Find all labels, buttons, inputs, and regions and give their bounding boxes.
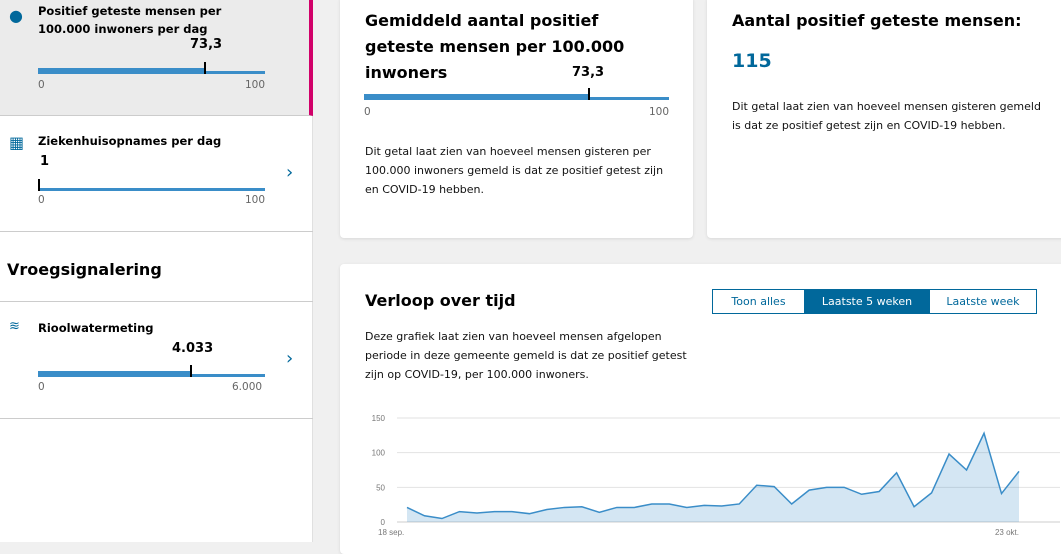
card-average: Gemiddeld aantal positief geteste mensen… — [340, 0, 693, 238]
item-title: Rioolwatermeting — [38, 319, 154, 337]
y-tick-label: 0 — [381, 518, 386, 527]
item-value: 73,3 — [190, 37, 222, 52]
person-test-icon: ● — [9, 6, 23, 25]
y-tick-label: 50 — [376, 483, 385, 492]
chart-card: Verloop over tijd Toon alles Laatste 5 w… — [340, 264, 1061, 554]
item-value: 4.033 — [172, 341, 213, 356]
x-tick-label: 18 sep. — [378, 528, 404, 537]
bar-min: 0 — [38, 381, 45, 393]
section-title: Vroegsignalering — [7, 260, 162, 279]
item-title: Positief geteste mensen per 100.000 inwo… — [38, 2, 258, 38]
y-tick-label: 100 — [372, 449, 386, 458]
bar-min: 0 — [364, 106, 371, 118]
sidebar-item-hospital[interactable]: ▦ Ziekenhuisopnames per dag 1 0 100 › — [0, 116, 313, 232]
card-title: Gemiddeld aantal positief geteste mensen… — [365, 8, 665, 86]
card-total: Aantal positief geteste mensen: 115 Dit … — [707, 0, 1061, 238]
bar-min: 0 — [38, 194, 45, 206]
bar-min: 0 — [38, 79, 45, 91]
tab-last-week[interactable]: Laatste week — [929, 290, 1036, 313]
x-tick-label: 23 okt. — [995, 528, 1019, 537]
card-value: 115 — [732, 50, 772, 72]
card-value: 73,3 — [572, 65, 604, 80]
area-fill — [407, 433, 1019, 522]
hospital-icon: ▦ — [9, 133, 24, 152]
bar-max: 100 — [649, 106, 669, 118]
y-tick-label: 150 — [372, 414, 386, 423]
item-value: 1 — [40, 154, 49, 169]
card-title: Aantal positief geteste mensen: — [732, 8, 1022, 34]
progress-bar — [38, 71, 265, 74]
progress-bar — [38, 374, 265, 377]
chevron-right-icon[interactable]: › — [286, 348, 293, 369]
bar-max: 100 — [245, 194, 265, 206]
item-title: Ziekenhuisopnames per dag — [38, 132, 221, 150]
sidebar-item-positive-tests[interactable]: ● Positief geteste mensen per 100.000 in… — [0, 0, 313, 116]
sidebar-item-sewage[interactable]: ≋ Rioolwatermeting 4.033 0 6.000 › — [0, 301, 313, 419]
chart-title: Verloop over tijd — [365, 288, 516, 314]
sidebar: ● Positief geteste mensen per 100.000 in… — [0, 0, 313, 542]
card-text: Dit getal laat zien van hoeveel mensen g… — [365, 142, 665, 199]
time-range-tabs: Toon alles Laatste 5 weken Laatste week — [712, 289, 1037, 314]
progress-bar — [38, 188, 265, 191]
line-chart: 0 50 100 150 18 sep. 23 okt. — [340, 400, 1060, 550]
tab-last-5-weeks[interactable]: Laatste 5 weken — [804, 290, 929, 313]
card-text: Dit getal laat zien van hoeveel mensen g… — [732, 97, 1042, 135]
sewage-water-icon: ≋ — [9, 319, 20, 334]
progress-bar — [364, 97, 669, 100]
bar-max: 6.000 — [232, 381, 262, 393]
chevron-right-icon[interactable]: › — [286, 162, 293, 183]
bar-max: 100 — [245, 79, 265, 91]
tab-show-all[interactable]: Toon alles — [713, 290, 804, 313]
chart-description: Deze grafiek laat zien van hoeveel mense… — [365, 327, 705, 384]
